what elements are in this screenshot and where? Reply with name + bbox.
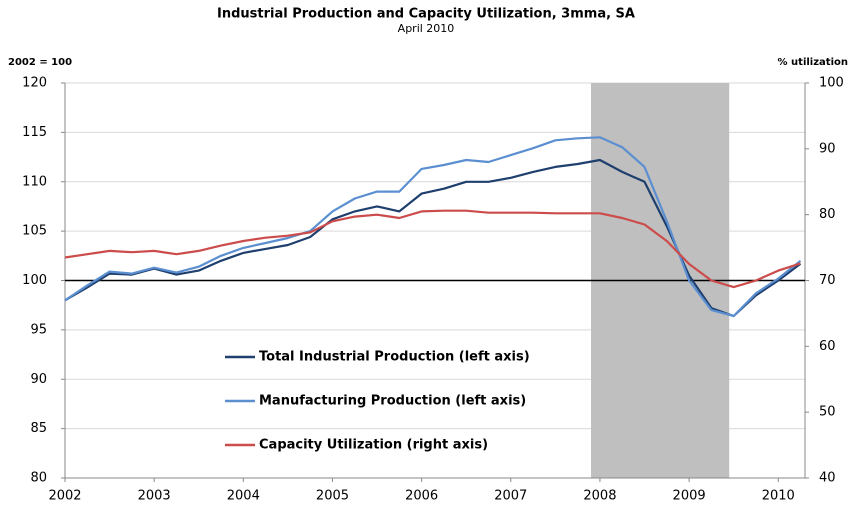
y-tick-label: 90 <box>30 372 47 387</box>
legend-label: Manufacturing Production (left axis) <box>259 394 526 409</box>
y-axis-label: 2002 = 100 <box>8 57 72 68</box>
x-tick-label: 2009 <box>673 489 706 504</box>
x-tick-label: 2006 <box>405 489 438 504</box>
y-tick-label: 105 <box>22 224 47 239</box>
series-line <box>64 209 801 289</box>
y-tick-label: 85 <box>30 421 47 436</box>
y2-axis-label: % utilization <box>778 57 848 68</box>
y-tick-label: 110 <box>22 174 47 189</box>
chart-title: Industrial Production and Capacity Utili… <box>217 7 635 22</box>
y2-tick-label: 80 <box>819 207 836 222</box>
y2-tick-label: 60 <box>819 339 836 354</box>
x-tick-label: 2007 <box>494 489 527 504</box>
y-tick-label: 80 <box>30 471 47 486</box>
chart-subtitle: April 2010 <box>398 22 455 35</box>
y2-tick-label: 40 <box>819 471 836 486</box>
x-tick-label: 2010 <box>762 489 795 504</box>
x-tick-label: 2002 <box>48 489 81 504</box>
legend-label: Capacity Utilization (right axis) <box>259 438 488 453</box>
y2-tick-label: 70 <box>819 273 836 288</box>
y-tick-label: 95 <box>30 322 47 337</box>
y2-tick-label: 100 <box>819 76 844 91</box>
y2-tick-label: 50 <box>819 405 836 420</box>
y-tick-label: 115 <box>22 125 47 140</box>
x-tick-label: 2008 <box>583 489 616 504</box>
x-tick-label: 2005 <box>316 489 349 504</box>
x-tick-label: 2004 <box>227 489 260 504</box>
y-tick-label: 100 <box>22 273 47 288</box>
y2-tick-label: 90 <box>819 141 836 156</box>
legend-label: Total Industrial Production (left axis) <box>259 350 530 365</box>
y-tick-label: 120 <box>22 76 47 91</box>
series-line <box>64 136 802 318</box>
x-tick-label: 2003 <box>138 489 171 504</box>
